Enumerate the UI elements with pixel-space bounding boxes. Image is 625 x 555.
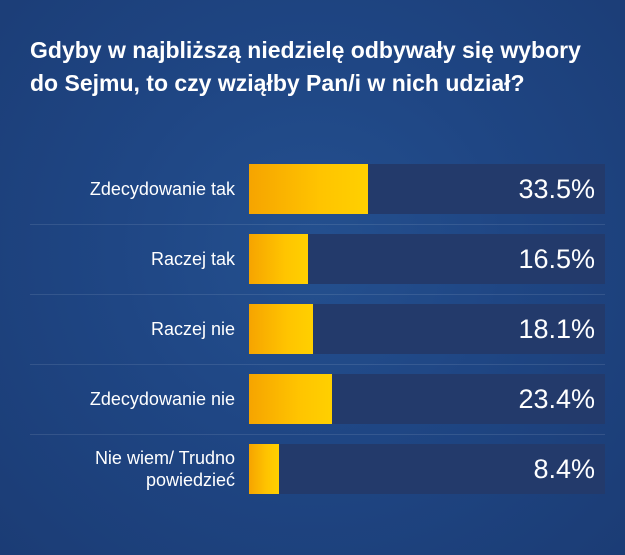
bar-row: Zdecydowanie tak 33.5%	[0, 164, 625, 214]
bar	[249, 164, 369, 214]
category-label: Zdecydowanie nie	[89, 389, 235, 409]
bar	[249, 374, 333, 424]
bar-row: Nie wiem/ Trudno powiedzieć 8.4%	[0, 444, 625, 494]
value-label: 16.5%	[518, 243, 595, 274]
chart-title: Gdyby w najbliższą niedzielę odbywały si…	[30, 37, 581, 96]
bar-row: Raczej nie 18.1%	[0, 304, 625, 354]
value-label: 33.5%	[518, 173, 595, 204]
bar-track: 16.5%	[249, 234, 605, 284]
category-label: Zdecydowanie tak	[89, 179, 235, 199]
bar-track: 33.5%	[249, 164, 605, 214]
row-separator	[30, 364, 605, 365]
bar-row: Raczej tak 16.5%	[0, 234, 625, 284]
bar	[249, 444, 279, 494]
value-label: 18.1%	[518, 313, 595, 344]
bar-track: 8.4%	[249, 444, 605, 494]
bar-track: 23.4%	[249, 374, 605, 424]
row-separator	[30, 294, 605, 295]
bar-row: Zdecydowanie nie 23.4%	[0, 374, 625, 424]
bar-track: 18.1%	[249, 304, 605, 354]
value-label: 8.4%	[533, 453, 595, 484]
bar	[249, 234, 308, 284]
category-label: Nie wiem/ Trudno powiedzieć	[94, 448, 235, 490]
row-separator	[30, 434, 605, 435]
category-label: Raczej nie	[150, 319, 235, 339]
bar	[249, 304, 314, 354]
row-separator	[30, 224, 605, 225]
value-label: 23.4%	[518, 383, 595, 414]
category-label: Raczej tak	[150, 249, 235, 269]
